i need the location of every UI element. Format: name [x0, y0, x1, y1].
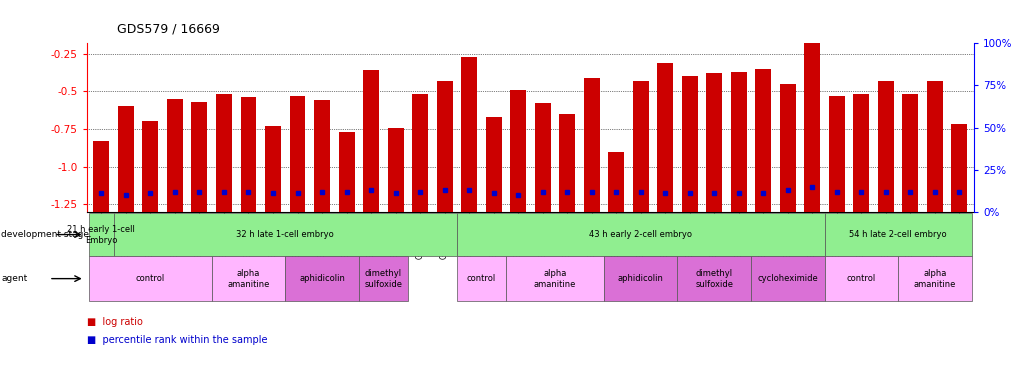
Bar	[143, 122, 158, 212]
Text: alpha
amanitine: alpha amanitine	[533, 268, 576, 289]
Bar	[265, 126, 280, 212]
Bar	[951, 124, 966, 212]
Text: cycloheximide: cycloheximide	[757, 274, 817, 283]
Bar	[681, 76, 697, 212]
Bar	[485, 117, 501, 212]
Text: 43 h early 2-cell embryo: 43 h early 2-cell embryo	[589, 230, 692, 239]
Bar	[94, 141, 109, 212]
Bar	[877, 81, 893, 212]
Text: GDS579 / 16669: GDS579 / 16669	[117, 22, 220, 36]
Text: ■  log ratio: ■ log ratio	[87, 317, 143, 327]
Text: control: control	[846, 274, 875, 283]
Bar	[607, 152, 624, 212]
Text: dimethyl
sulfoxide: dimethyl sulfoxide	[364, 268, 401, 289]
Bar	[314, 100, 330, 212]
Bar	[583, 78, 599, 212]
Text: aphidicolin: aphidicolin	[618, 274, 663, 283]
Bar	[780, 84, 795, 212]
Bar	[289, 96, 305, 212]
Text: dimethyl
sulfoxide: dimethyl sulfoxide	[695, 268, 733, 289]
Bar	[436, 81, 452, 212]
Text: 32 h late 1-cell embryo: 32 h late 1-cell embryo	[236, 230, 334, 239]
Bar	[804, 37, 819, 212]
Bar	[118, 106, 133, 212]
Bar	[926, 81, 942, 212]
Bar	[534, 104, 550, 212]
Bar	[510, 90, 526, 212]
Text: agent: agent	[1, 274, 28, 283]
Bar	[167, 99, 182, 212]
Text: alpha
amanitine: alpha amanitine	[913, 268, 955, 289]
Text: control: control	[467, 274, 495, 283]
Bar	[705, 73, 721, 212]
Bar	[192, 102, 207, 212]
Bar	[387, 128, 404, 212]
Text: 21 h early 1-cell
Embryo: 21 h early 1-cell Embryo	[67, 225, 136, 245]
Bar	[412, 94, 428, 212]
Bar	[558, 114, 575, 212]
Bar	[240, 98, 256, 212]
Text: alpha
amanitine: alpha amanitine	[227, 268, 269, 289]
Bar	[828, 96, 844, 212]
Text: ■  percentile rank within the sample: ■ percentile rank within the sample	[87, 335, 267, 345]
Bar	[656, 63, 673, 212]
Bar	[902, 94, 917, 212]
Text: aphidicolin: aphidicolin	[299, 274, 344, 283]
Text: 54 h late 2-cell embryo: 54 h late 2-cell embryo	[849, 230, 946, 239]
Bar	[853, 94, 868, 212]
Text: control: control	[136, 274, 165, 283]
Bar	[632, 81, 648, 212]
Bar	[216, 94, 231, 212]
Bar	[755, 69, 770, 212]
Bar	[730, 72, 746, 212]
Bar	[338, 132, 355, 212]
Bar	[363, 70, 379, 212]
Text: development stage: development stage	[1, 230, 89, 239]
Bar	[461, 57, 477, 212]
